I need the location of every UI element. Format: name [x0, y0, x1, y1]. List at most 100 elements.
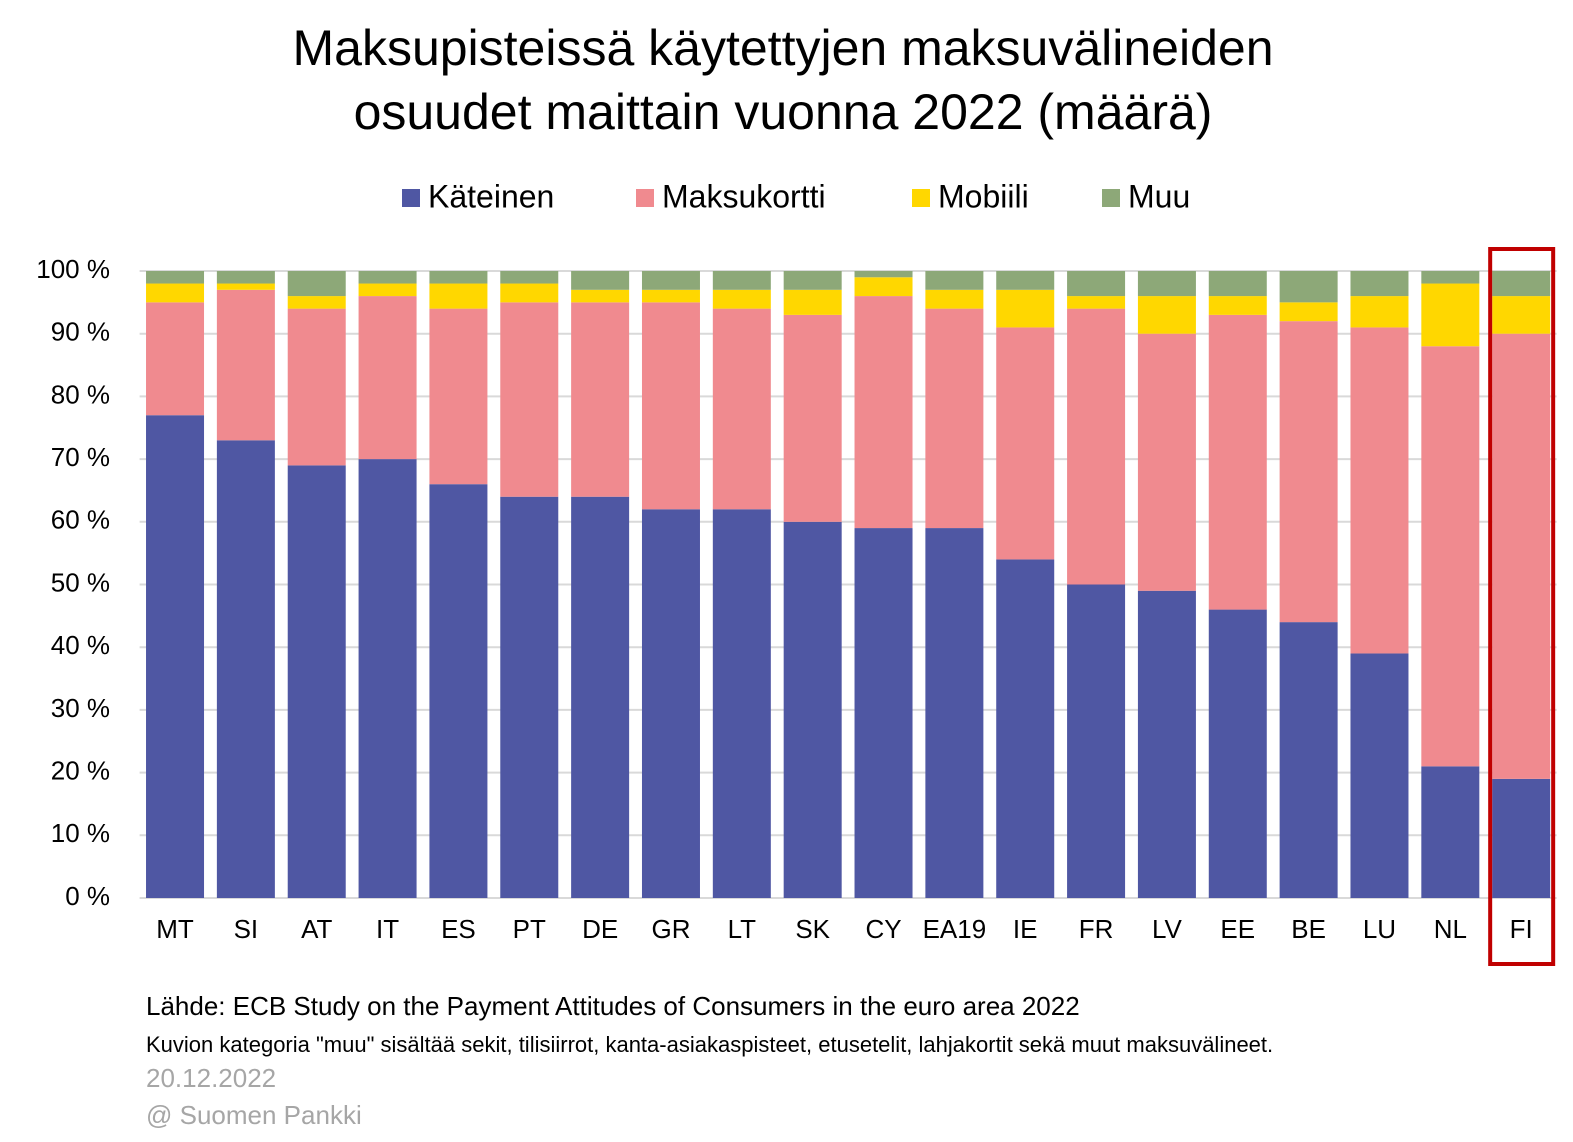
bar-segment	[1279, 622, 1338, 898]
legend-label: Mobiili	[938, 178, 1029, 214]
bar-segment	[1492, 296, 1551, 334]
x-tick-label: BE	[1291, 914, 1326, 944]
bar-segment	[1421, 766, 1480, 898]
x-tick-label: IE	[1013, 914, 1038, 944]
legend-label: Käteinen	[428, 178, 554, 214]
bar-segment	[854, 296, 913, 529]
y-tick-label: 100 %	[36, 254, 110, 284]
bar-segment	[1350, 296, 1409, 328]
bar-segment	[783, 289, 842, 315]
bar-segment	[571, 289, 630, 303]
bar-segment	[712, 308, 771, 510]
x-tick-label: AT	[301, 914, 332, 944]
bar-segment	[429, 484, 488, 898]
bar-segment	[996, 289, 1055, 328]
legend-swatch	[402, 189, 420, 207]
x-tick-label: CY	[865, 914, 901, 944]
bar-segment	[1067, 296, 1126, 309]
legend-swatch	[912, 189, 930, 207]
x-tick-label: SI	[234, 914, 259, 944]
legend-swatch	[1102, 189, 1120, 207]
bar-segment	[1350, 327, 1409, 654]
bar-segment	[1208, 296, 1267, 315]
y-tick-label: 90 %	[51, 317, 110, 347]
bar-segment	[571, 271, 630, 290]
bar-segment	[146, 283, 205, 303]
bar-segment	[1492, 333, 1551, 779]
highlight-box	[1488, 247, 1556, 966]
bar-segment	[429, 283, 488, 309]
bar-segment	[1492, 778, 1551, 898]
legend-swatch	[636, 189, 654, 207]
bar-segment	[1279, 302, 1338, 322]
bar-segment	[287, 296, 346, 309]
bar-segment	[1492, 271, 1551, 297]
x-tick-label: LT	[728, 914, 757, 944]
bar-segment	[146, 415, 205, 898]
bar-segment	[641, 509, 700, 898]
x-tick-label: MT	[156, 914, 194, 944]
bar-segment	[1137, 271, 1196, 297]
bar-segment	[1067, 271, 1126, 297]
bar-segment	[216, 289, 275, 441]
bar-segment	[146, 271, 205, 284]
bar-segment	[216, 271, 275, 284]
bar-segment	[287, 465, 346, 898]
bar-segment	[783, 271, 842, 290]
x-tick-label: SK	[795, 914, 830, 944]
bar-segment	[712, 509, 771, 898]
y-tick-label: 70 %	[51, 442, 110, 472]
bar-segment	[358, 283, 417, 297]
bar-segment	[996, 327, 1055, 560]
source: Lähde: ECB Study on the Payment Attitude…	[146, 991, 1080, 1021]
y-tick-label: 30 %	[51, 693, 110, 723]
x-tick-label: NL	[1434, 914, 1467, 944]
bar-segment	[1421, 346, 1480, 767]
bar-segment	[641, 302, 700, 510]
bar-segment	[712, 271, 771, 290]
bar-segment	[854, 277, 913, 297]
bar-segment	[571, 496, 630, 898]
bar-segment	[1137, 296, 1196, 334]
legend-label: Maksukortti	[662, 178, 826, 214]
x-tick-label: FI	[1510, 914, 1533, 944]
bar-segment	[1350, 271, 1409, 297]
bar-segment	[925, 308, 984, 529]
bar-segment	[925, 271, 984, 290]
bar-segment	[641, 289, 700, 303]
bar-segment	[1350, 653, 1409, 898]
bar-segment	[1208, 609, 1267, 898]
x-tick-label: LU	[1363, 914, 1396, 944]
bar-segment	[1421, 271, 1480, 284]
y-tick-label: 10 %	[51, 818, 110, 848]
y-tick-label: 50 %	[51, 567, 110, 597]
bar-segment	[287, 271, 346, 297]
bar-segment	[216, 440, 275, 898]
x-tick-label: DE	[582, 914, 618, 944]
bar-segment	[429, 308, 488, 485]
date: 20.12.2022	[146, 1063, 276, 1093]
bar-segment	[641, 271, 700, 290]
x-tick-label: FR	[1079, 914, 1114, 944]
x-tick-label: PT	[513, 914, 546, 944]
bar-segment	[783, 314, 842, 522]
bar-segment	[783, 521, 842, 898]
bar-segment	[996, 559, 1055, 898]
bar-segment	[1137, 590, 1196, 898]
bar-segment	[146, 302, 205, 416]
bar-segment	[854, 528, 913, 898]
bar-segment	[500, 271, 559, 284]
bar-segment	[996, 271, 1055, 290]
y-tick-label: 40 %	[51, 630, 110, 660]
legend-label: Muu	[1128, 178, 1190, 214]
x-tick-label: GR	[651, 914, 690, 944]
bar-segment	[571, 302, 630, 497]
bar-segment	[358, 296, 417, 460]
x-tick-label: LV	[1152, 914, 1183, 944]
credit: @ Suomen Pankki	[146, 1100, 362, 1130]
y-tick-label: 60 %	[51, 505, 110, 535]
x-tick-label: EA19	[923, 914, 987, 944]
note: Kuvion kategoria "muu" sisältää sekit, t…	[146, 1032, 1273, 1057]
bar-segment	[712, 289, 771, 309]
